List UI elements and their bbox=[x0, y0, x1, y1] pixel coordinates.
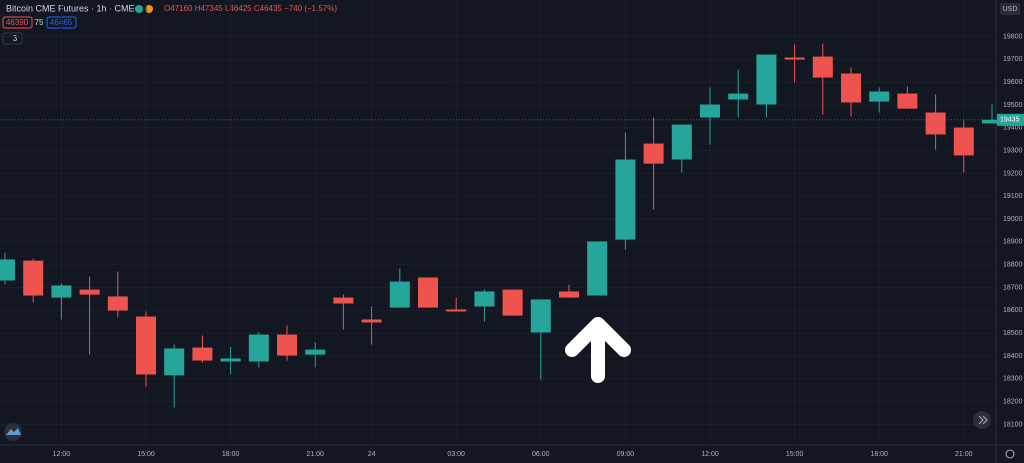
candle-body bbox=[305, 349, 326, 355]
delayed-badge bbox=[145, 5, 153, 13]
y-tick-label: 18100 bbox=[1003, 421, 1023, 428]
market-status bbox=[135, 5, 143, 13]
up-arrow bbox=[565, 317, 631, 383]
spread: 75 bbox=[35, 18, 44, 27]
candle-body bbox=[784, 57, 805, 60]
y-tick-label: 19300 bbox=[1003, 147, 1023, 154]
candle-body bbox=[643, 143, 664, 164]
candle-body bbox=[446, 309, 467, 312]
y-tick-label: 19500 bbox=[1003, 102, 1023, 109]
candle-body bbox=[107, 296, 128, 311]
y-tick-label: 19800 bbox=[1003, 33, 1023, 40]
y-tick-label: 19000 bbox=[1003, 216, 1023, 223]
candle-body bbox=[333, 297, 354, 304]
candle-body bbox=[925, 112, 946, 135]
x-tick-label: 15:00 bbox=[137, 451, 155, 458]
y-tick-label: 18500 bbox=[1003, 330, 1023, 337]
last-price-label: 19435 bbox=[1000, 117, 1020, 124]
y-tick-label: 18200 bbox=[1003, 398, 1023, 405]
scroll-right-button[interactable] bbox=[973, 411, 991, 429]
y-tick-label: 18900 bbox=[1003, 239, 1023, 246]
x-tick-label: 12:00 bbox=[53, 451, 71, 458]
x-tick-label: 24 bbox=[368, 451, 376, 458]
candle-body bbox=[812, 56, 833, 78]
candle-body bbox=[982, 119, 1002, 124]
candle-body bbox=[728, 93, 749, 100]
symbol-title: Bitcoin CME Futures · 1h · CME bbox=[6, 3, 135, 13]
candle-body bbox=[671, 124, 692, 160]
candle-body bbox=[953, 127, 974, 156]
candle-body bbox=[0, 259, 15, 281]
y-tick-label: 19200 bbox=[1003, 170, 1023, 177]
candle-body bbox=[23, 260, 44, 296]
candle-body bbox=[559, 291, 579, 298]
candle-body bbox=[474, 291, 495, 307]
candle-body bbox=[700, 104, 720, 118]
y-tick-label: 19600 bbox=[1003, 79, 1023, 86]
candle-body bbox=[192, 347, 213, 361]
ohlc-legend: O47160 H47345 L46425 C46435 −740 (−1.57%… bbox=[164, 4, 337, 13]
bid-price[interactable]: 46390 bbox=[6, 18, 29, 27]
candle-body bbox=[136, 316, 156, 375]
candle-body bbox=[756, 54, 777, 105]
settings-icon[interactable] bbox=[1005, 449, 1015, 459]
logo-icon bbox=[6, 428, 21, 435]
x-tick-label: 18:00 bbox=[222, 451, 240, 458]
x-tick-label: 21:00 bbox=[955, 451, 973, 458]
currency-label[interactable]: USD bbox=[1003, 6, 1018, 13]
y-tick-label: 18300 bbox=[1003, 376, 1023, 383]
x-tick-label: 18:00 bbox=[870, 451, 888, 458]
scroll-icon[interactable] bbox=[978, 415, 988, 425]
candle-body bbox=[277, 334, 297, 356]
indicators-toggle[interactable] bbox=[2, 32, 23, 45]
candle-body bbox=[361, 319, 382, 323]
y-tick-label: 19700 bbox=[1003, 56, 1023, 63]
currency-box[interactable] bbox=[1000, 3, 1020, 15]
x-tick-label: 15:00 bbox=[786, 451, 804, 458]
candle-body bbox=[530, 299, 551, 333]
x-tick-label: 06:00 bbox=[532, 451, 550, 458]
x-tick-label: 09:00 bbox=[617, 451, 635, 458]
indicator-count[interactable]: 3 bbox=[13, 34, 18, 43]
candle-body bbox=[164, 348, 185, 376]
candle-body bbox=[79, 289, 100, 295]
candle-body bbox=[220, 358, 241, 362]
last-price-box bbox=[997, 113, 1024, 126]
candle-body bbox=[389, 281, 410, 308]
y-tick-label: 19100 bbox=[1003, 193, 1023, 200]
x-tick-label: 12:00 bbox=[701, 451, 719, 458]
x-tick-label: 03:00 bbox=[447, 451, 465, 458]
sell-button[interactable] bbox=[2, 16, 33, 29]
candle-body bbox=[869, 91, 890, 102]
y-tick-label: 18800 bbox=[1003, 262, 1023, 269]
y-tick-label: 18400 bbox=[1003, 353, 1023, 360]
y-tick-label: 19400 bbox=[1003, 125, 1023, 132]
candle-body bbox=[587, 241, 608, 296]
candle-body bbox=[248, 334, 269, 362]
candle-body bbox=[841, 73, 861, 103]
candle-body bbox=[502, 289, 523, 316]
candle-body bbox=[418, 277, 438, 308]
y-tick-label: 18600 bbox=[1003, 307, 1023, 314]
candle-body bbox=[51, 285, 72, 298]
y-tick-label: 18700 bbox=[1003, 284, 1023, 291]
x-tick-label: 21:00 bbox=[306, 451, 324, 458]
candle-body bbox=[897, 93, 918, 109]
candle-body bbox=[615, 159, 636, 240]
